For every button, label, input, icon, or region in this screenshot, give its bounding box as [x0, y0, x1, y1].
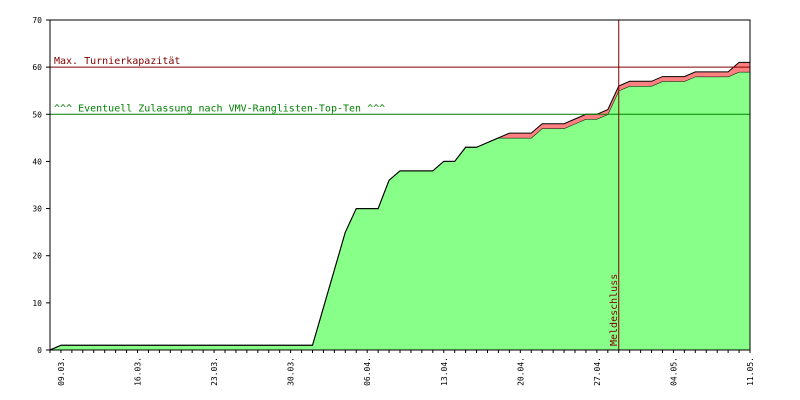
- y-tick-label: 50: [32, 110, 42, 119]
- area: [50, 71, 750, 350]
- y-tick-label: 0: [37, 346, 42, 355]
- x-tick-label: 06.04.: [363, 357, 372, 386]
- y-tick-label: 70: [32, 16, 42, 25]
- x-tick-label: 04.05.: [669, 357, 678, 386]
- x-tick-label: 23.03.: [210, 357, 219, 386]
- reference-label: Max. Turnierkapazität: [54, 56, 180, 67]
- y-tick-label: 20: [32, 252, 42, 261]
- y-tick-label: 30: [32, 205, 42, 214]
- y-tick-label: 60: [32, 63, 42, 72]
- x-tick-label: 27.04.: [593, 357, 602, 386]
- x-tick-label: 16.03.: [134, 357, 143, 386]
- x-tick-label: 30.03.: [287, 357, 296, 386]
- x-tick-label: 13.04.: [440, 357, 449, 386]
- y-tick-label: 40: [32, 157, 42, 166]
- reference-label: ^^^ Eventuell Zulassung nach VMV-Ranglis…: [54, 103, 385, 114]
- x-tick-label: 09.03.: [57, 357, 66, 386]
- x-tick-label: 20.04.: [516, 357, 525, 386]
- area-outline: [49, 61, 750, 351]
- y-tick-label: 10: [32, 299, 42, 308]
- plot-frame: [49, 19, 751, 351]
- deadline-label: Meldeschluss: [609, 274, 620, 346]
- x-tick-label: 11.05.: [746, 357, 755, 386]
